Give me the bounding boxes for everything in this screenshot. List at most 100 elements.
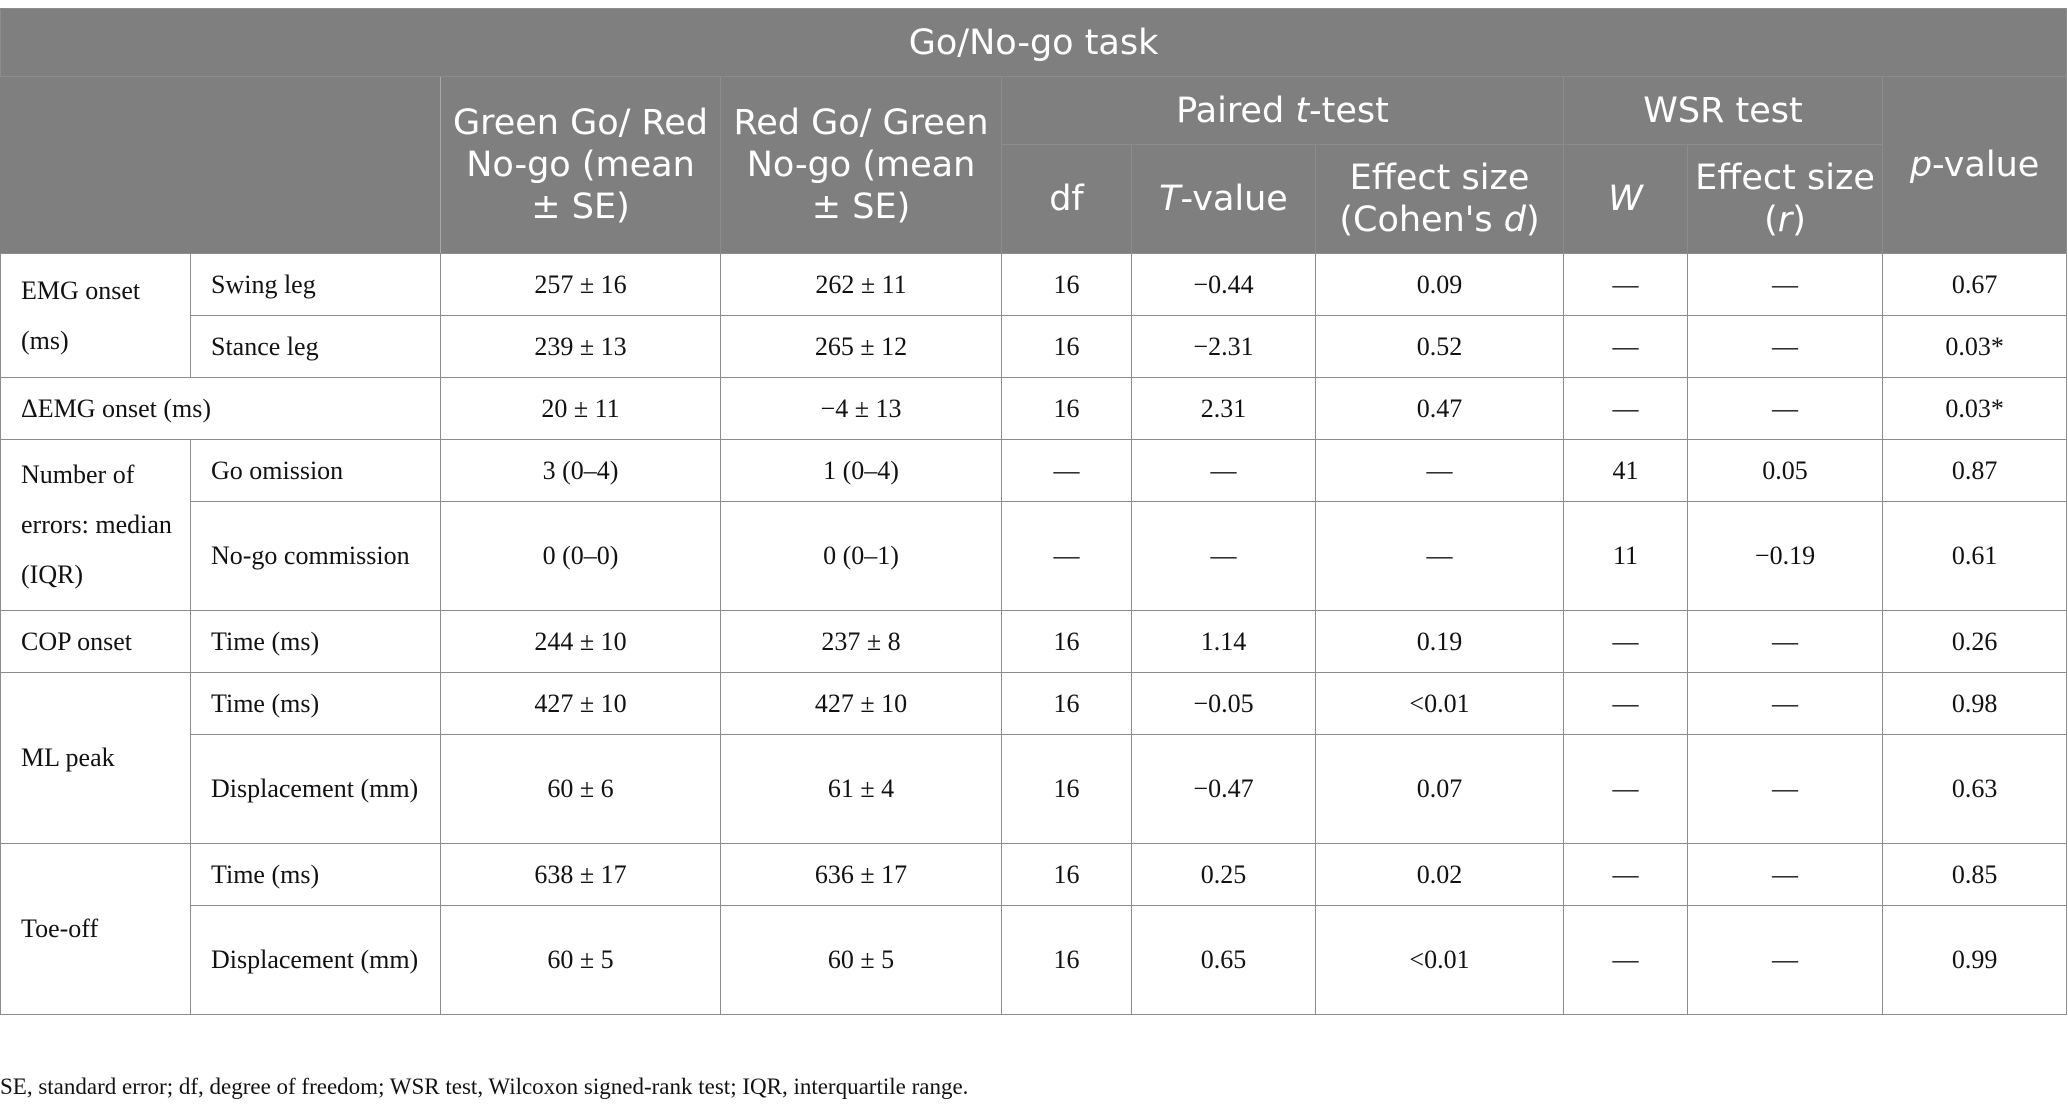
cell-r: — — [1687, 843, 1883, 906]
header-w: W — [1563, 144, 1688, 254]
cell-p: 0.03* — [1881, 315, 2068, 378]
cell-d: <0.01 — [1315, 672, 1564, 735]
cell-w: 11 — [1563, 501, 1688, 611]
cell-w: — — [1563, 905, 1688, 1015]
cell-df: 16 — [1001, 610, 1132, 673]
cell-t: 2.31 — [1131, 377, 1316, 440]
cell-d: 0.09 — [1315, 253, 1564, 316]
cell-w: — — [1563, 253, 1688, 316]
cell-t: 1.14 — [1131, 610, 1316, 673]
cell-w: 41 — [1563, 439, 1688, 502]
cell-green: 239 ± 13 — [440, 315, 721, 378]
table-row: Stance leg 239 ± 13 265 ± 12 16 −2.31 0.… — [1, 315, 2068, 378]
cell-green: 244 ± 10 — [440, 610, 721, 673]
row-label: No-go commission — [190, 501, 441, 611]
cell-w: — — [1563, 843, 1688, 906]
group-label-errors: Number of errors: median (IQR) — [0, 439, 191, 611]
cell-p: 0.98 — [1881, 672, 2068, 735]
cell-r: 0.05 — [1687, 439, 1883, 502]
cell-t: — — [1131, 439, 1316, 502]
cell-r: — — [1687, 672, 1883, 735]
table-row: Displacement (mm) 60 ± 6 61 ± 4 16 −0.47… — [1, 734, 2068, 844]
cell-df: 16 — [1001, 253, 1132, 316]
header-blank — [0, 76, 441, 254]
cell-green: 20 ± 11 — [440, 377, 721, 440]
cell-w: — — [1563, 377, 1688, 440]
table-row: COP onset Time (ms) 244 ± 10 237 ± 8 16 … — [0, 610, 2068, 673]
header-df: df — [1001, 144, 1132, 254]
row-label: Displacement (mm) — [190, 905, 441, 1015]
group-label-cop-onset: COP onset — [0, 610, 191, 673]
cell-t: 0.25 — [1131, 843, 1316, 906]
cell-r: — — [1687, 610, 1883, 673]
cell-green: 60 ± 5 — [440, 905, 721, 1015]
header-cohens-d: Effect size (Cohen's d) — [1315, 144, 1564, 254]
cell-red: −4 ± 13 — [720, 377, 1002, 440]
cell-red: 265 ± 12 — [720, 315, 1002, 378]
cell-r: — — [1687, 377, 1883, 440]
cell-red: 1 (0–4) — [720, 439, 1002, 502]
table-row: Displacement (mm) 60 ± 5 60 ± 5 16 0.65 … — [1, 905, 2068, 1015]
cell-p: 0.61 — [1881, 501, 2068, 611]
group-label-ml-peak: ML peak — [0, 672, 191, 844]
header-t-value: T-value — [1131, 144, 1316, 254]
cell-p: 0.99 — [1881, 905, 2068, 1015]
header-p-value: p-value — [1881, 76, 2068, 254]
cell-p: 0.26 — [1881, 610, 2068, 673]
cell-t: — — [1131, 501, 1316, 611]
header-wsr-test: WSR test — [1563, 76, 1883, 145]
cell-t: −0.47 — [1131, 734, 1316, 844]
cell-df: 16 — [1001, 734, 1132, 844]
cell-green: 638 ± 17 — [440, 843, 721, 906]
cell-green: 3 (0–4) — [440, 439, 721, 502]
cell-d: 0.47 — [1315, 377, 1564, 440]
row-label: Go omission — [190, 439, 441, 502]
cell-r: −0.19 — [1687, 501, 1883, 611]
cell-d: 0.19 — [1315, 610, 1564, 673]
table-row: ML peak Time (ms) 427 ± 10 427 ± 10 16 −… — [0, 672, 2068, 844]
cell-d: 0.52 — [1315, 315, 1564, 378]
cell-p: 0.67 — [1881, 253, 2068, 316]
cell-red: 237 ± 8 — [720, 610, 1002, 673]
cell-r: — — [1687, 734, 1883, 844]
row-label: Time (ms) — [190, 610, 441, 673]
row-label: Time (ms) — [190, 843, 441, 906]
cell-p: 0.87 — [1881, 439, 2068, 502]
cell-df: — — [1001, 501, 1132, 611]
cell-df: 16 — [1001, 315, 1132, 378]
row-label: Stance leg — [190, 315, 441, 378]
cell-w: — — [1563, 610, 1688, 673]
cell-w: — — [1563, 315, 1688, 378]
cell-green: 0 (0–0) — [440, 501, 721, 611]
cell-red: 61 ± 4 — [720, 734, 1002, 844]
cell-t: 0.65 — [1131, 905, 1316, 1015]
table-title: Go/No-go task — [0, 8, 2068, 77]
table-row: ΔEMG onset (ms) 20 ± 11 −4 ± 13 16 2.31 … — [0, 377, 2068, 440]
cell-green: 60 ± 6 — [440, 734, 721, 844]
cell-df: — — [1001, 439, 1132, 502]
cell-d: <0.01 — [1315, 905, 1564, 1015]
row-label: Time (ms) — [190, 672, 441, 735]
cell-d: — — [1315, 501, 1564, 611]
table-container: Go/No-go task Green Go/ Red No-go (mean … — [0, 8, 2068, 1015]
cell-r: — — [1687, 253, 1883, 316]
group-label-toe-off: Toe-off — [0, 843, 191, 1015]
table-row: Number of errors: median (IQR) Go omissi… — [0, 439, 2068, 611]
table-row: No-go commission 0 (0–0) 0 (0–1) — — — 1… — [1, 501, 2068, 611]
header-red-go: Red Go/ Green No-go (mean ± SE) — [720, 76, 1002, 254]
cell-d: 0.02 — [1315, 843, 1564, 906]
cell-green: 427 ± 10 — [440, 672, 721, 735]
cell-t: −0.05 — [1131, 672, 1316, 735]
cell-red: 0 (0–1) — [720, 501, 1002, 611]
cell-w: — — [1563, 672, 1688, 735]
cell-w: — — [1563, 734, 1688, 844]
results-table: Go/No-go task Green Go/ Red No-go (mean … — [0, 8, 2068, 1015]
cell-r: — — [1687, 905, 1883, 1015]
cell-red: 60 ± 5 — [720, 905, 1002, 1015]
cell-p: 0.03* — [1881, 377, 2068, 440]
header-effect-size-r: Effect size (r) — [1687, 144, 1883, 254]
cell-t: −0.44 — [1131, 253, 1316, 316]
cell-red: 427 ± 10 — [720, 672, 1002, 735]
cell-d: — — [1315, 439, 1564, 502]
group-label-delta-emg: ΔEMG onset (ms) — [0, 377, 441, 440]
